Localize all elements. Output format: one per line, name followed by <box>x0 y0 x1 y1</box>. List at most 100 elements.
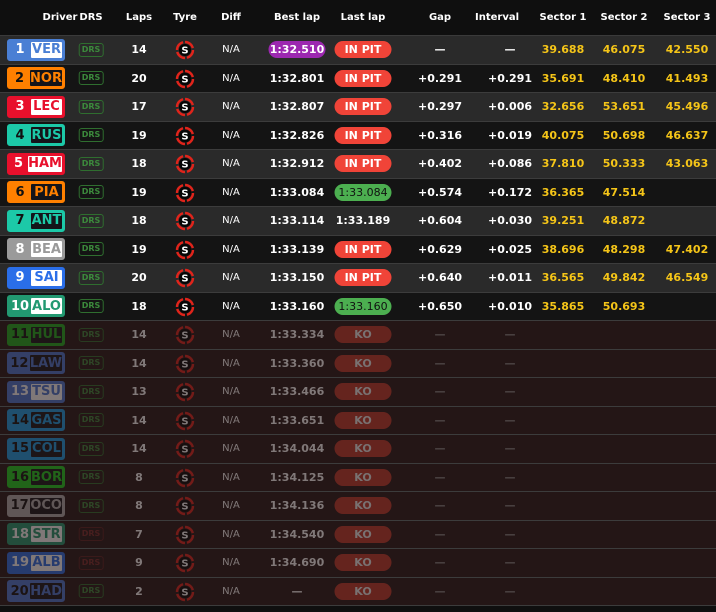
header-gap[interactable]: Gap <box>428 12 452 23</box>
table-row[interactable]: 17 OCO DRS 8 S N/A 1:34.136 KO — — <box>0 492 716 521</box>
driver-badge[interactable]: 17 OCO <box>7 494 65 517</box>
position: 6 <box>15 184 25 200</box>
header-drs[interactable]: DRS <box>79 12 103 23</box>
laps: 8 <box>135 499 143 513</box>
interval: +0.006 <box>487 100 533 114</box>
driver-badge[interactable]: 19 ALB <box>7 551 65 574</box>
sector-3: 46.637 <box>665 128 709 142</box>
drs-indicator: DRS <box>78 441 104 456</box>
drs-indicator: DRS <box>78 213 104 228</box>
position: 2 <box>15 70 25 86</box>
sector-2: 49.842 <box>602 271 646 285</box>
header-sector-3[interactable]: Sector 3 <box>663 12 711 23</box>
table-row[interactable]: 16 BOR DRS 8 S N/A 1:34.125 KO — — <box>0 463 716 492</box>
header-tyre[interactable]: Tyre <box>173 12 197 23</box>
diff: N/A <box>222 386 240 398</box>
driver-badge[interactable]: 11 HUL <box>7 323 65 346</box>
driver-code: HAD <box>30 583 62 600</box>
table-row[interactable]: 8 BEA DRS 19 S N/A 1:33.139 IN PIT +0.62… <box>0 235 716 264</box>
header-sector-2[interactable]: Sector 2 <box>600 12 648 23</box>
driver-badge[interactable]: 13 TSU <box>7 380 65 403</box>
tyre-soft-icon: S <box>175 183 195 206</box>
svg-text:S: S <box>181 131 188 142</box>
header-sector-1[interactable]: Sector 1 <box>539 12 587 23</box>
laps: 14 <box>131 43 147 57</box>
driver-code: VER <box>31 41 62 58</box>
position: 7 <box>15 213 25 229</box>
driver-badge[interactable]: 18 STR <box>7 523 65 546</box>
laps: 14 <box>131 328 147 342</box>
header-best-lap[interactable]: Best lap <box>274 12 320 23</box>
table-row[interactable]: 18 STR DRS 7 S N/A 1:34.540 KO — — <box>0 520 716 549</box>
drs-indicator: DRS <box>78 270 104 285</box>
driver-code: BOR <box>31 469 62 486</box>
sector-1: 40.075 <box>541 128 585 142</box>
header-last-lap[interactable]: Last lap <box>340 12 386 23</box>
table-row[interactable]: 15 COL DRS 14 S N/A 1:34.044 KO — — <box>0 435 716 464</box>
driver-badge[interactable]: 10 ALO <box>7 295 65 318</box>
driver-badge[interactable]: 9 SAI <box>7 266 65 289</box>
table-row[interactable]: 13 TSU DRS 13 S N/A 1:33.466 KO — — <box>0 378 716 407</box>
best-lap: — <box>291 584 303 598</box>
last-lap: IN PIT <box>334 69 392 87</box>
table-row[interactable]: 11 HUL DRS 14 S N/A 1:33.334 KO — — <box>0 321 716 350</box>
header-interval[interactable]: Interval <box>474 12 520 23</box>
laps: 20 <box>131 71 147 85</box>
driver-badge[interactable]: 6 PIA <box>7 181 65 204</box>
interval: +0.019 <box>487 128 533 142</box>
table-row[interactable]: 19 ALB DRS 9 S N/A 1:34.690 KO — — <box>0 549 716 578</box>
table-row[interactable]: 14 GAS DRS 14 S N/A 1:33.651 KO — — <box>0 406 716 435</box>
position: 14 <box>10 412 30 428</box>
sector-1: 35.691 <box>541 71 585 85</box>
driver-code: LEC <box>31 98 62 115</box>
last-lap: KO <box>334 326 392 344</box>
header-driver[interactable]: Driver <box>42 12 78 23</box>
table-row[interactable]: 12 LAW DRS 14 S N/A 1:33.360 KO — — <box>0 349 716 378</box>
table-row[interactable]: 2 NOR DRS 20 S N/A 1:32.801 IN PIT +0.29… <box>0 64 716 93</box>
table-row[interactable]: 9 SAI DRS 20 S N/A 1:33.150 IN PIT +0.64… <box>0 264 716 293</box>
driver-badge[interactable]: 20 HAD <box>7 580 65 603</box>
driver-badge[interactable]: 16 BOR <box>7 466 65 489</box>
driver-badge[interactable]: 8 BEA <box>7 238 65 261</box>
driver-code: TSU <box>31 383 62 400</box>
table-row[interactable]: 4 RUS DRS 19 S N/A 1:32.826 IN PIT +0.31… <box>0 121 716 150</box>
table-row[interactable]: 20 HAD DRS 2 S N/A — KO — — <box>0 577 716 606</box>
gap: — <box>434 470 446 484</box>
driver-badge[interactable]: 4 RUS <box>7 124 65 147</box>
driver-badge[interactable]: 1 VER <box>7 38 65 61</box>
drs-indicator: DRS <box>78 527 104 542</box>
driver-badge[interactable]: 5 HAM <box>7 152 65 175</box>
driver-code: ALB <box>31 554 62 571</box>
gap: — <box>434 442 446 456</box>
driver-badge[interactable]: 12 LAW <box>7 352 65 375</box>
diff: N/A <box>222 101 240 113</box>
header-diff[interactable]: Diff <box>221 12 241 23</box>
driver-badge[interactable]: 14 GAS <box>7 409 65 432</box>
table-row[interactable]: 5 HAM DRS 18 S N/A 1:32.912 IN PIT +0.40… <box>0 150 716 179</box>
driver-badge[interactable]: 3 LEC <box>7 95 65 118</box>
svg-text:S: S <box>181 188 188 199</box>
last-lap: KO <box>334 525 392 543</box>
driver-badge[interactable]: 2 NOR <box>7 67 65 90</box>
position: 18 <box>10 526 30 542</box>
driver-badge[interactable]: 15 COL <box>7 437 65 460</box>
gap: — <box>434 385 446 399</box>
gap: +0.402 <box>417 157 463 171</box>
table-row[interactable]: 10 ALO DRS 18 S N/A 1:33.160 1:33.160 +0… <box>0 292 716 321</box>
last-lap: IN PIT <box>334 41 392 59</box>
table-row[interactable]: 6 PIA DRS 19 S N/A 1:33.084 1:33.084 +0.… <box>0 178 716 207</box>
diff: N/A <box>222 272 240 284</box>
table-row[interactable]: 7 ANT DRS 18 S N/A 1:33.114 1:33.189 +0.… <box>0 207 716 236</box>
best-lap: 1:32.826 <box>269 128 325 142</box>
diff: N/A <box>222 215 240 227</box>
driver-badge[interactable]: 7 ANT <box>7 209 65 232</box>
svg-text:S: S <box>181 331 188 342</box>
header-laps[interactable]: Laps <box>125 12 153 23</box>
sector-3: 43.063 <box>665 157 709 171</box>
best-lap: 1:33.360 <box>269 356 325 370</box>
table-row[interactable]: 3 LEC DRS 17 S N/A 1:32.807 IN PIT +0.29… <box>0 93 716 122</box>
gap: +0.291 <box>417 71 463 85</box>
table-row[interactable]: 1 VER DRS 14 S N/A 1:32.510 IN PIT — — 3… <box>0 36 716 65</box>
gap: — <box>434 356 446 370</box>
last-lap: KO <box>334 468 392 486</box>
